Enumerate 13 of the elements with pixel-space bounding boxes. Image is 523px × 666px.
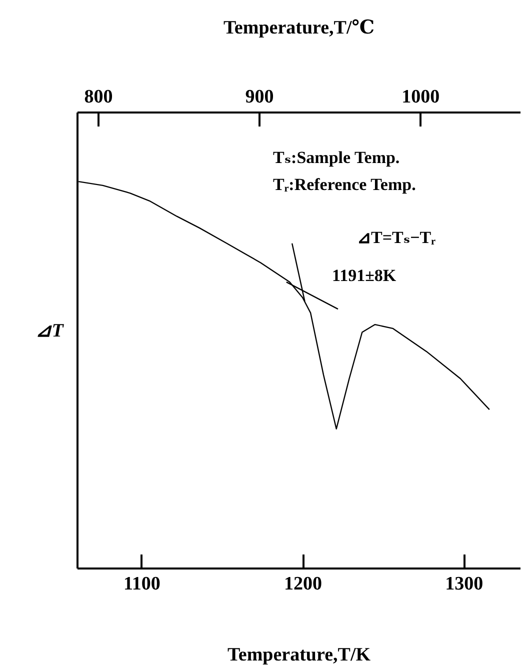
text: Tₛ:Sample Temp.: [273, 148, 400, 167]
x-tick-label: 1200: [284, 574, 322, 594]
x2-tick-label: 900: [245, 86, 274, 108]
x-axis-title: Temperature,T/K: [227, 644, 371, 666]
annotation: ⊿T=Tₛ−Tᵣ: [357, 228, 436, 247]
annotation: 1191±8K: [332, 266, 397, 285]
x2-tick-label: 800: [84, 86, 113, 108]
x2-tick-label: 1000: [402, 86, 440, 108]
annotation: Tᵣ:Reference Temp.: [273, 175, 416, 194]
y-axis-title: ⊿T: [36, 320, 65, 342]
x2-axis-title: Temperature,T/℃: [223, 18, 375, 38]
x-tick-label: 1300: [445, 574, 484, 594]
x-tick-label: 1100: [123, 574, 160, 594]
